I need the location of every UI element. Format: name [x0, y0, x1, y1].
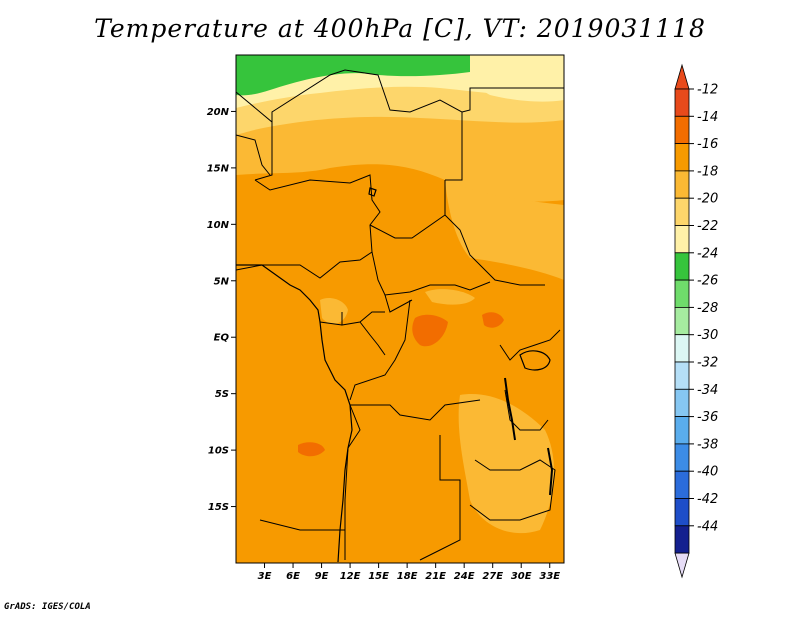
colorbar-swatch: [674, 416, 690, 445]
lon-tick-label: 24E: [454, 571, 475, 582]
lon-tick-label: 18E: [397, 571, 418, 582]
colorbar-label: -38: [697, 437, 718, 452]
colorbar-label: -32: [697, 356, 718, 371]
lon-tick-label: 27E: [482, 571, 503, 582]
colorbar-swatch: [674, 334, 690, 363]
field-warm-patch-3: [298, 442, 325, 457]
colorbar-swatch: [674, 115, 690, 145]
colorbar-swatch: [674, 197, 690, 226]
colorbar-bottom-arrow: [674, 552, 690, 579]
colorbar-swatch: [674, 361, 690, 390]
lat-tick-label: 15N: [207, 163, 230, 174]
lon-tick-label: 15E: [368, 571, 389, 582]
colorbar-swatch: [674, 388, 690, 417]
chart-title: Temperature at 400hPa [C], VT: 201903111…: [94, 14, 706, 43]
lat-tick-label: 5N: [214, 276, 230, 287]
lake-tanganyika: [504, 377, 516, 441]
field-warm-patch-4: [425, 289, 475, 305]
lon-tick-label: 30E: [511, 571, 532, 582]
field-cold-green: [236, 55, 470, 96]
colorbar-label: -24: [697, 246, 718, 261]
colorbar-swatch: [674, 225, 690, 254]
field-warm-patch-1: [412, 314, 448, 347]
colorbar-swatch: [674, 443, 690, 472]
credit-text: GrADS: IGES/COLA: [4, 602, 91, 612]
colorbar-label: -16: [697, 137, 718, 152]
colorbar-swatch: [674, 279, 690, 308]
coastline: [236, 264, 353, 563]
country-borders: [235, 69, 564, 561]
lon-tick-label: 33E: [539, 571, 560, 582]
map-frame: [235, 54, 565, 564]
colorbar-label: -30: [697, 328, 718, 343]
lon-tick-label: 3E: [258, 571, 272, 582]
colorbar-label: -14: [697, 110, 718, 125]
lat-tick-label: 15S: [208, 502, 229, 513]
lon-tick-label: 12E: [340, 571, 361, 582]
colorbar-swatch: [674, 525, 690, 554]
colorbar-label: -40: [697, 465, 718, 480]
lat-tick-label: EQ: [214, 333, 230, 344]
lon-tick-label: 9E: [315, 571, 329, 582]
map-plot: [235, 54, 565, 564]
lat-tick-label: 5S: [215, 389, 229, 400]
colorbar-label: -36: [697, 410, 718, 425]
field-se-patch: [458, 394, 555, 534]
colorbar-label: -42: [697, 492, 718, 507]
colorbar-swatch: [674, 470, 690, 499]
field-warm-patch-2: [482, 312, 504, 328]
colorbar-swatch: [674, 252, 690, 281]
colorbar-label: -44: [697, 519, 718, 534]
colorbar-label: -28: [697, 301, 718, 316]
field-ne-light: [470, 55, 564, 102]
lake-malawi: [547, 447, 554, 496]
colorbar-top-arrow: [674, 63, 690, 90]
colorbar-label: -18: [697, 164, 718, 179]
map-axes: 20N 15N 10N 5N EQ 5S 10S 15S 3E 6E 9E 12E 15E 18E 21E 2…: [207, 107, 561, 582]
field-sw-patch: [320, 298, 348, 324]
lat-tick-label: 10S: [208, 446, 229, 457]
lat-tick-label: 10N: [207, 220, 230, 231]
colorbar-swatch: [674, 88, 690, 117]
lake-chad: [368, 187, 377, 197]
field-central-east: [445, 180, 564, 280]
lon-tick-label: 21E: [425, 571, 446, 582]
lake-victoria: [519, 350, 551, 371]
lat-tick-label: 20N: [207, 107, 230, 118]
colorbar-swatch: [674, 143, 690, 172]
colorbar-swatch: [674, 170, 690, 199]
lon-tick-label: 6E: [286, 571, 300, 582]
colorbar-label: -20: [697, 192, 718, 207]
colorbar-label: -34: [697, 383, 718, 398]
colorbar: -12 -14 -16 -18 -20 -22 -24 -26 -28 -30 -32 -34 -36 -…: [674, 63, 718, 579]
colorbar-label: -22: [697, 219, 718, 234]
colorbar-label: -12: [697, 83, 718, 98]
colorbar-label: -26: [697, 274, 718, 289]
colorbar-swatch: [674, 498, 690, 527]
colorbar-swatch: [674, 306, 690, 336]
